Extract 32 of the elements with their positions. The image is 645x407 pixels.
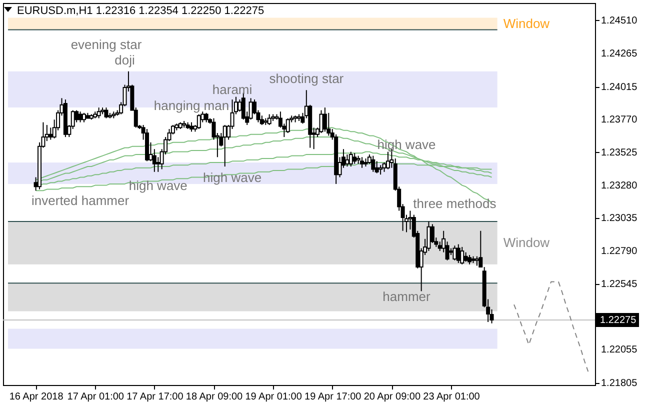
annotation: hammer xyxy=(382,289,432,304)
x-tick-label: 19 Apr 01:00 xyxy=(245,392,302,402)
y-tick-label: 1.22790 xyxy=(601,246,638,257)
x-tick-label: 19 Apr 17:00 xyxy=(304,392,362,402)
x-tick-label: 18 Apr 09:00 xyxy=(186,392,244,402)
annotation: high wave xyxy=(128,178,188,193)
annotation: three methods xyxy=(413,196,497,211)
annotation: doji xyxy=(114,52,135,68)
chart-title: EURUSD.m,H1 1.22316 1.22354 1.22250 1.22275 xyxy=(17,5,264,17)
y-tick-label: 1.24265 xyxy=(601,48,638,60)
annotation: inverted hammer xyxy=(32,193,130,208)
ref-line-label: 1.22275 xyxy=(600,314,637,326)
x-tick-label: 23 Apr 01:00 xyxy=(423,392,480,402)
y-tick-label: 1.22545 xyxy=(601,278,638,290)
y-tick-label: 1.23525 xyxy=(601,147,638,158)
band-label: Window xyxy=(503,234,550,250)
y-tick-label: 1.24510 xyxy=(601,15,638,26)
x-tick-label: 16 Apr 2018 xyxy=(9,392,64,402)
annotation: shooting star xyxy=(269,71,344,86)
annotation: hanging man xyxy=(154,98,230,113)
y-tick-label: 1.23770 xyxy=(601,114,638,126)
y-tick-label: 1.24015 xyxy=(601,82,638,93)
x-tick-label: 17 Apr 01:00 xyxy=(67,392,124,402)
band-label: Window xyxy=(503,16,550,31)
x-tick-label: 17 Apr 17:00 xyxy=(126,392,184,402)
y-tick-label: 1.21805 xyxy=(601,378,638,389)
annotation: evening star xyxy=(70,37,142,52)
annotation: harami xyxy=(212,82,252,97)
y-tick-label: 1.23280 xyxy=(601,180,638,192)
x-tick-label: 20 Apr 09:00 xyxy=(364,392,421,402)
y-tick-label: 1.22055 xyxy=(601,344,638,356)
y-tick-label: 1.23035 xyxy=(601,213,638,224)
